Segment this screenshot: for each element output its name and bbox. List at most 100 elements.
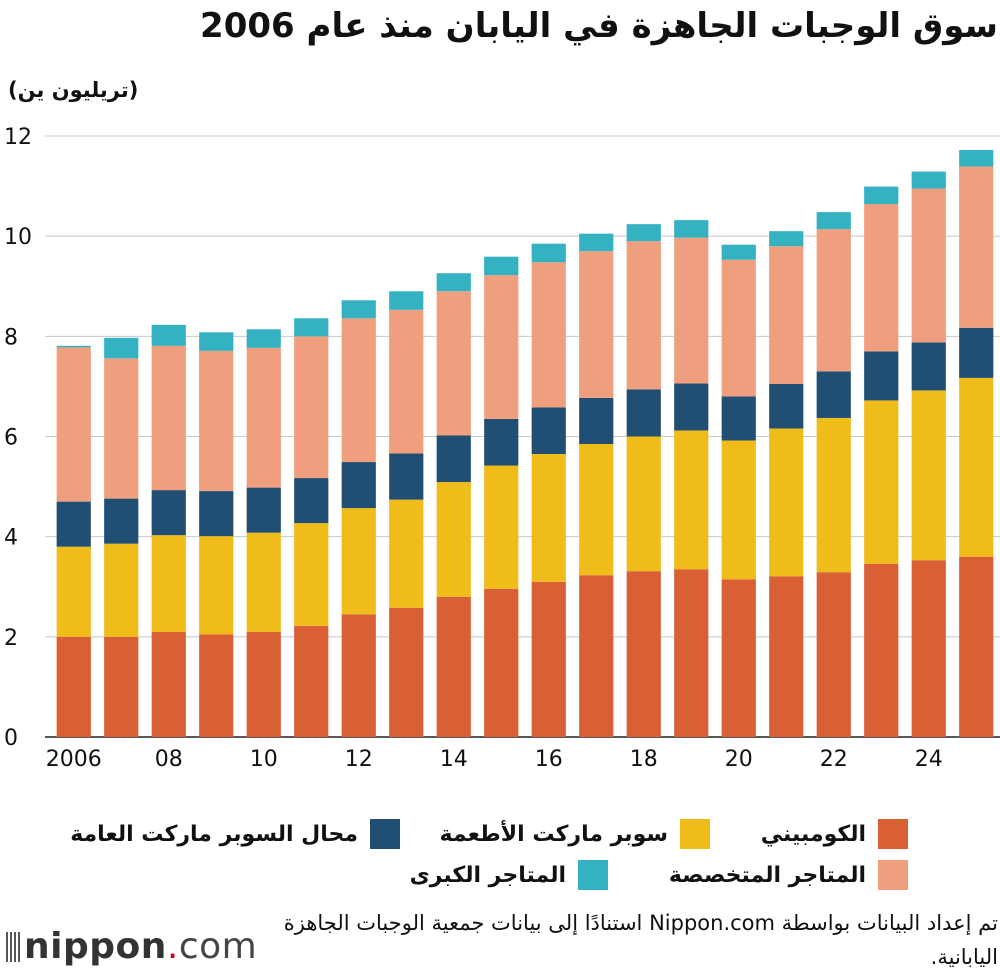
bar-segment — [816, 417, 851, 573]
y-axis-unit-label: (تريليون ين) — [8, 78, 139, 102]
bar-segment — [531, 581, 566, 737]
bar-segment — [56, 636, 91, 737]
bar-segment — [436, 435, 471, 483]
bar-segment — [341, 300, 376, 319]
bar-segment — [626, 224, 661, 242]
legend-swatch-convenience-stores — [878, 819, 908, 849]
legend-label-specialty-stores: المتاجر المتخصصة — [668, 862, 866, 888]
bar-segment — [769, 231, 804, 247]
legend-item-food-supermarkets: سوبر ماركت الأطعمة — [440, 819, 710, 849]
legend-item-general-supermarkets: محال السوبر ماركت العامة — [70, 819, 400, 849]
bar-segment — [484, 256, 519, 276]
legend-swatch-general-supermarkets — [370, 819, 400, 849]
bar-segment — [864, 351, 899, 401]
bar-segment — [104, 498, 139, 544]
bar-segment — [246, 329, 281, 348]
bar-segment — [151, 345, 186, 491]
bar-segment — [246, 487, 281, 533]
bar-segment — [816, 371, 851, 418]
bar-segment — [341, 462, 376, 509]
bar-segment — [389, 453, 424, 500]
y-tick-label: 10 — [4, 225, 32, 250]
bar-segment — [436, 482, 471, 597]
bar-segment — [911, 188, 946, 343]
bar-segment — [484, 418, 519, 466]
legend-item-specialty-stores: المتاجر المتخصصة — [669, 860, 908, 890]
bar-segment — [769, 428, 804, 577]
bar-segment — [674, 237, 709, 384]
x-tick-label: 10 — [250, 747, 278, 772]
bar-segment — [246, 631, 281, 737]
bar-segment — [294, 318, 329, 337]
bar-segment — [199, 634, 234, 737]
bar-segment — [626, 571, 661, 737]
y-tick-label: 4 — [4, 526, 18, 551]
bar-segment — [959, 556, 994, 737]
bar-segment — [769, 246, 804, 384]
legend-label-department-stores: المتاجر الكبرى — [409, 862, 566, 888]
bar-segment — [436, 291, 471, 436]
bar-segment — [56, 546, 91, 637]
bar-segment — [151, 490, 186, 536]
bar-segment — [199, 350, 234, 492]
y-tick-label: 2 — [4, 626, 18, 651]
bar-segment — [199, 491, 234, 537]
bar-segment — [626, 436, 661, 572]
bar-segment — [199, 332, 234, 351]
bar-segment — [531, 407, 566, 455]
x-tick-label: 16 — [535, 747, 563, 772]
bar-segment — [721, 259, 756, 397]
bar-segment — [674, 569, 709, 737]
bar-segment — [436, 273, 471, 292]
bar-segment — [911, 390, 946, 561]
x-tick-label: 12 — [345, 747, 373, 772]
bar-segment — [389, 607, 424, 737]
logo-name: nippon — [24, 926, 167, 967]
bar-segment — [816, 572, 851, 737]
bar-segment — [911, 342, 946, 391]
bar-segment — [769, 576, 804, 737]
y-tick-label: 6 — [4, 426, 18, 451]
logo-suffix: com — [178, 926, 258, 967]
bar-segment — [56, 347, 91, 502]
bar-segment — [246, 532, 281, 632]
bar-segment — [531, 262, 566, 408]
bar-segment — [294, 523, 329, 626]
x-tick-label: 2006 — [46, 747, 102, 772]
bar-segment — [389, 291, 424, 310]
bar-segment — [674, 430, 709, 570]
x-tick-label: 24 — [915, 747, 943, 772]
logo-dot: . — [166, 926, 179, 967]
bar-segment — [864, 400, 899, 564]
chart-title: سوق الوجبات الجاهزة في اليابان منذ عام 2… — [200, 6, 998, 46]
bar-segment — [626, 389, 661, 437]
bar-segment — [959, 150, 994, 167]
x-tick-label: 22 — [820, 747, 848, 772]
bar-segment — [56, 501, 91, 547]
bar-segment — [199, 536, 234, 635]
x-tick-label: 08 — [155, 747, 183, 772]
bar-segment — [579, 397, 614, 445]
legend-label-convenience-stores: الكومبيني — [760, 821, 866, 847]
bar-segment — [674, 220, 709, 238]
bar-segment — [721, 579, 756, 737]
bar-segment — [864, 186, 899, 205]
bar-segment — [579, 233, 614, 252]
bar-segment — [341, 318, 376, 463]
bar-segment — [341, 614, 376, 737]
legend-label-food-supermarkets: سوبر ماركت الأطعمة — [439, 821, 668, 847]
bar-segment — [721, 244, 756, 260]
y-tick-label: 8 — [4, 325, 18, 350]
bar-segment — [436, 596, 471, 737]
bar-segment — [151, 535, 186, 632]
bar-segment — [294, 336, 329, 479]
bar-segment — [151, 631, 186, 737]
bar-segment — [579, 444, 614, 576]
bar-segment — [959, 377, 994, 557]
bar-segment — [246, 347, 281, 488]
bar-segment — [674, 383, 709, 431]
bar-segment — [531, 454, 566, 582]
legend-swatch-food-supermarkets — [680, 819, 710, 849]
source-note: تم إعداد البيانات بواسطة Nippon.com استن… — [283, 911, 998, 969]
